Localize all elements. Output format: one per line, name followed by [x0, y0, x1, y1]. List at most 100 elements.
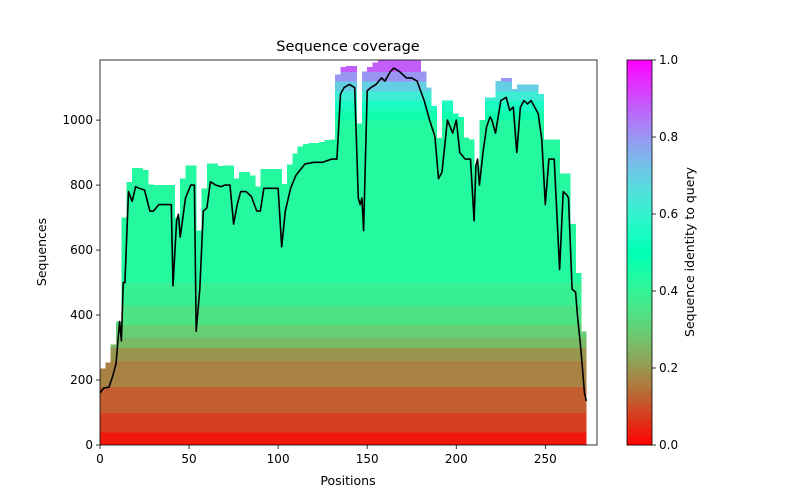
heatmap-cell	[511, 120, 518, 283]
heatmap-cell	[281, 386, 288, 413]
heatmap-cell	[351, 412, 357, 433]
heatmap-cell	[506, 432, 512, 445]
heatmap-cell	[372, 360, 379, 387]
heatmap-cell	[254, 324, 261, 339]
heatmap-cell	[254, 282, 261, 306]
heatmap-cell	[132, 347, 138, 361]
heatmap-cell	[511, 386, 518, 413]
heatmap-cell	[425, 87, 432, 92]
heatmap-cell	[345, 324, 352, 339]
heatmap-cell	[335, 386, 341, 413]
colorbar-segment	[627, 304, 652, 310]
heatmap-cell	[436, 337, 443, 348]
heatmap-cell	[388, 347, 395, 361]
heatmap-cell	[383, 120, 389, 283]
heatmap-cell	[415, 282, 422, 306]
heatmap-cell	[458, 412, 464, 433]
heatmap-cell	[409, 412, 416, 433]
heatmap-cell	[351, 347, 357, 361]
heatmap-cell	[345, 412, 352, 433]
heatmap-cell	[484, 337, 491, 348]
heatmap-cell	[132, 337, 138, 348]
heatmap-cell	[570, 305, 577, 326]
heatmap-cell	[500, 90, 507, 102]
heatmap-cell	[265, 386, 272, 413]
heatmap-cell	[148, 347, 154, 361]
heatmap-cell	[287, 164, 293, 283]
heatmap-cell	[490, 432, 496, 445]
heatmap-cell	[153, 324, 160, 339]
heatmap-cell	[249, 305, 256, 326]
heatmap-cell	[420, 432, 427, 445]
colorbar-segment	[627, 232, 652, 237]
y-tick-label: 1000	[62, 113, 93, 127]
heatmap-cell	[153, 282, 160, 306]
colorbar-segment	[627, 216, 652, 221]
heatmap-cell	[538, 282, 544, 306]
heatmap-cell	[329, 347, 336, 361]
heatmap-cell	[174, 432, 181, 445]
heatmap-cell	[383, 282, 389, 306]
heatmap-cell	[292, 412, 299, 433]
colorbar: 0.0 0.2 0.4 0.6 0.8 1.0	[626, 53, 678, 452]
heatmap-cell	[110, 386, 117, 413]
heatmap-cell	[121, 347, 128, 361]
heatmap-cell	[495, 347, 502, 361]
heatmap-cell	[222, 386, 229, 413]
heatmap-cell	[516, 84, 523, 92]
heatmap-cell	[436, 360, 443, 387]
heatmap-cell	[281, 360, 288, 387]
heatmap-cell	[564, 282, 571, 306]
heatmap-cell	[345, 100, 352, 111]
heatmap-cell	[372, 412, 379, 433]
heatmap-cell	[292, 337, 299, 348]
heatmap-cell	[169, 386, 176, 413]
heatmap-cell	[420, 324, 427, 339]
heatmap-cell	[174, 282, 181, 306]
heatmap-cell	[490, 110, 496, 121]
colorbar-segment	[627, 144, 652, 149]
heatmap-cell	[335, 347, 341, 361]
heatmap-cell	[511, 282, 518, 306]
heatmap-cell	[116, 386, 122, 413]
heatmap-cell	[554, 324, 560, 339]
heatmap-cell	[132, 412, 138, 433]
heatmap-cell	[495, 360, 502, 387]
colorbar-tick-label: 0.2	[659, 361, 678, 375]
heatmap-cell	[527, 305, 534, 326]
heatmap-cell	[287, 386, 293, 413]
heatmap-cell	[169, 282, 176, 306]
heatmap-cell	[233, 347, 240, 361]
heatmap-cell	[212, 360, 218, 387]
heatmap-cell	[522, 305, 528, 326]
heatmap-cell	[367, 71, 373, 82]
heatmap-cell	[126, 324, 133, 339]
heatmap-cell	[158, 347, 165, 361]
heatmap-cell	[404, 360, 411, 387]
heatmap-cell	[393, 60, 400, 72]
heatmap-cell	[345, 81, 352, 92]
heatmap-cell	[516, 412, 523, 433]
heatmap-cell	[377, 100, 384, 111]
heatmap-cell	[484, 347, 491, 361]
heatmap-cell	[511, 360, 518, 387]
heatmap-cell	[490, 324, 496, 339]
heatmap-cell	[474, 282, 480, 306]
heatmap-cell	[522, 282, 528, 306]
heatmap-cell	[265, 360, 272, 387]
heatmap-cell	[527, 84, 534, 92]
heatmap-cell	[132, 305, 138, 326]
heatmap-cell	[580, 331, 587, 339]
heatmap-cell	[356, 305, 363, 326]
heatmap-cell	[158, 360, 165, 387]
colorbar-segment	[627, 368, 652, 374]
colorbar-segment	[627, 196, 652, 201]
heatmap-cell	[180, 305, 186, 326]
heatmap-cell	[409, 71, 416, 82]
heatmap-cell	[458, 337, 464, 348]
heatmap-cell	[329, 324, 336, 339]
heatmap-cell	[121, 386, 128, 413]
heatmap-cell	[356, 347, 363, 361]
heatmap-cell	[222, 165, 229, 283]
chart-title: Sequence coverage	[276, 39, 420, 55]
